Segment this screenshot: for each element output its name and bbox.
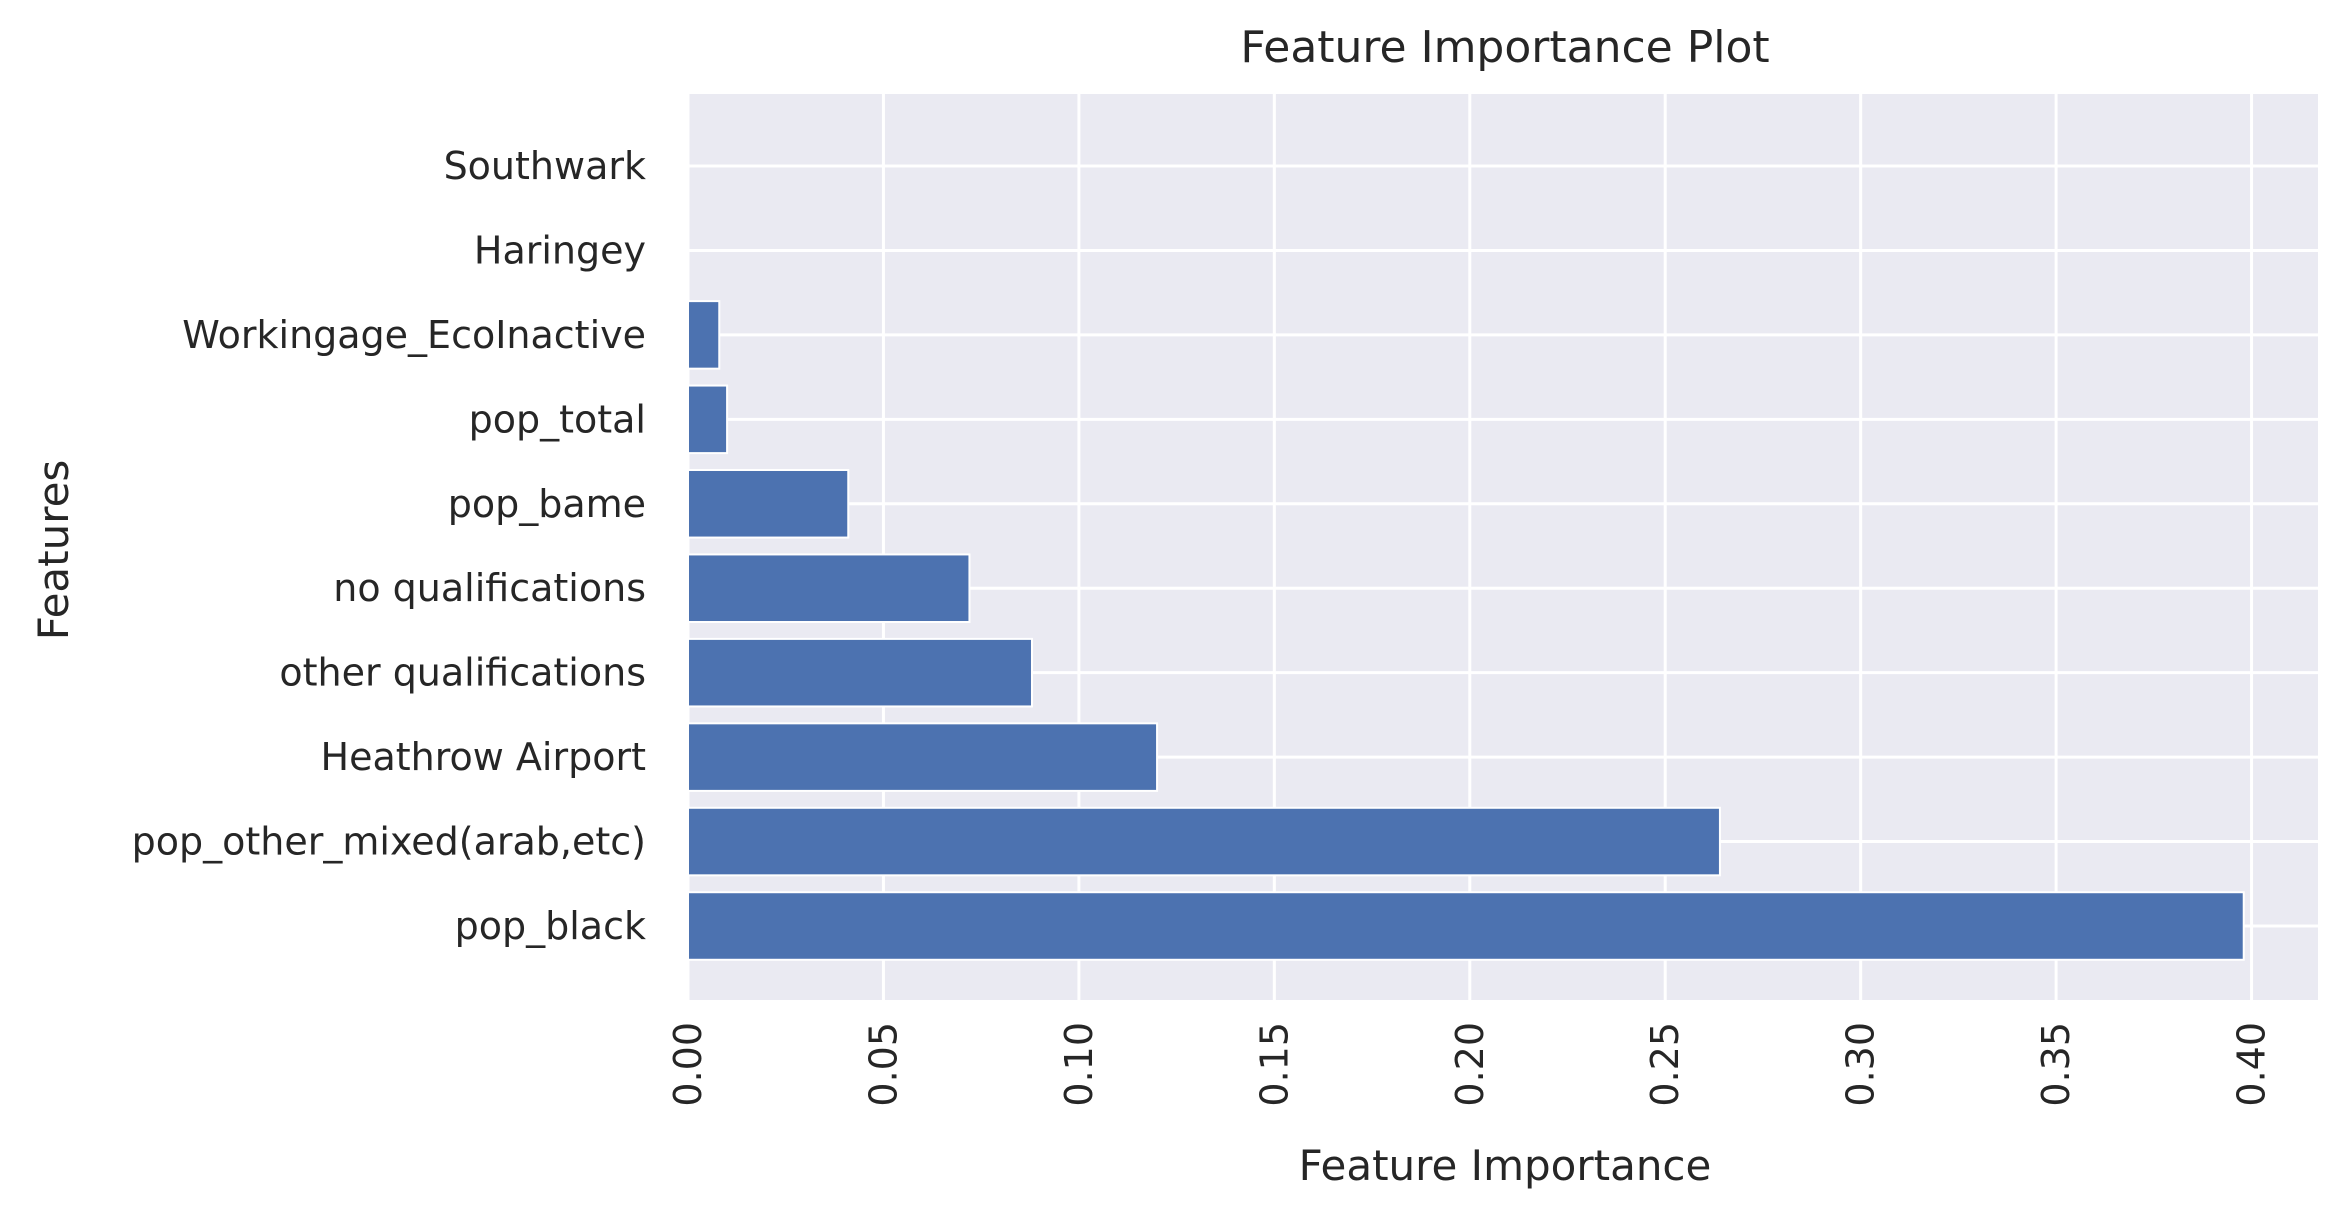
y-tick-label: other qualifications [279,651,646,695]
y-tick-label: pop_bame [448,482,646,526]
y-tick-label: pop_other_mixed(arab,etc) [132,820,646,864]
bar-pop-total [687,384,729,455]
bar-heathrow-airport [687,722,1159,792]
x-tick-label: 0.35 [2034,1022,2078,1107]
bar-pop-other-mixed-arab-etc [687,806,1721,877]
x-tick-label: 0.15 [1252,1022,1296,1107]
bar-no-qualifications [687,553,971,624]
bars [687,300,2245,961]
y-axis-label: Features [29,460,78,641]
y-tick-label: no qualifications [333,566,646,610]
x-tick-label: 0.30 [1839,1022,1883,1107]
x-tick-label: 0.10 [1057,1022,1101,1107]
bar-pop-black [687,891,2245,961]
y-tick-label: pop_total [469,397,646,441]
chart-title: Feature Importance Plot [1240,22,1769,73]
y-tick-label: Workingage_EcoInactive [182,313,646,357]
y-tick-label: Southwark [444,144,646,188]
x-tick-labels: 0.00 0.05 0.10 0.15 0.20 0.25 0.30 0.35 0.40 [666,1022,2274,1107]
y-tick-labels: pop_black pop_other_mixed(arab,etc) Heathr… [132,144,646,948]
bar-other-qualifications [687,637,1033,708]
x-axis-label: Feature Importance [1299,1141,1712,1190]
y-tick-label: Haringey [474,228,646,272]
bar-pop-bame [687,469,850,539]
y-tick-label: pop_black [455,904,646,948]
x-tick-label: 0.40 [2230,1022,2274,1107]
bar-workingage-ecoinactive [687,300,721,370]
x-tick-label: 0.25 [1643,1022,1687,1107]
x-tick-label: 0.20 [1448,1022,1492,1107]
x-tick-label: 0.00 [666,1022,710,1107]
y-tick-label: Heathrow Airport [321,735,647,779]
x-tick-label: 0.05 [861,1022,905,1107]
